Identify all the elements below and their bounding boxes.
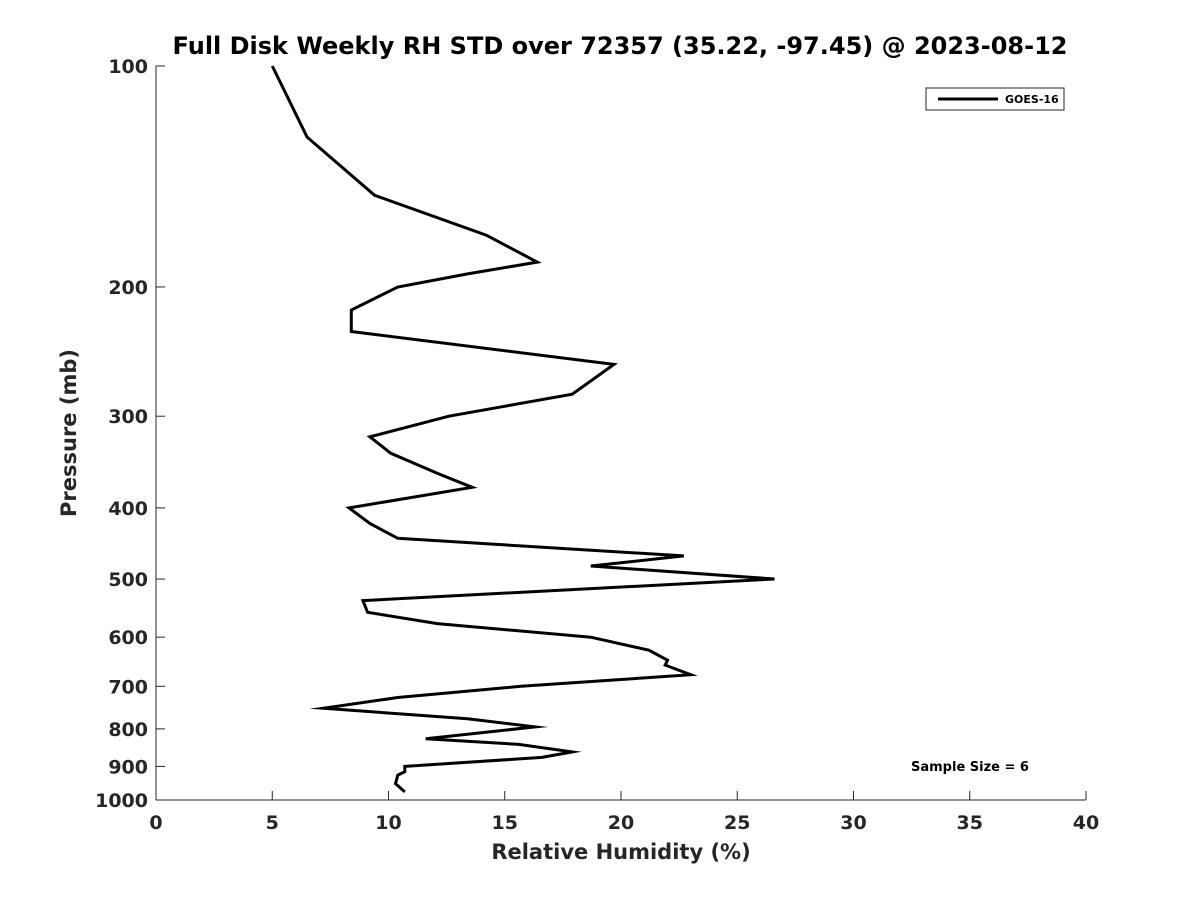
y-ticks: 100 200 300 400 500 600 700 800 900 1000	[95, 56, 165, 812]
x-axis-label: Relative Humidity (%)	[491, 840, 750, 864]
y-tick-label: 800	[108, 719, 148, 741]
x-tick-label: 10	[375, 812, 401, 834]
y-tick-label: 200	[108, 277, 148, 299]
x-tick-label: 25	[724, 812, 750, 834]
y-tick-label: 500	[108, 569, 148, 591]
y-tick-label: 600	[108, 627, 148, 649]
y-tick-label: 700	[108, 676, 148, 698]
y-tick-label: 400	[108, 498, 148, 520]
x-tick-label: 20	[608, 812, 634, 834]
series-line-goes-16	[270, 65, 775, 794]
x-tick-label: 5	[266, 812, 279, 834]
legend-label-goes-16: GOES-16	[1005, 93, 1059, 106]
x-ticks: 0 5 10 15 20 25 30 35 40	[149, 791, 1099, 834]
y-tick-label: 900	[108, 756, 148, 778]
x-tick-label: 40	[1073, 812, 1099, 834]
legend: GOES-16	[925, 87, 1065, 111]
x-tick-label: 0	[149, 812, 162, 834]
y-tick-label: 1000	[95, 790, 148, 812]
series-layer	[270, 65, 775, 794]
x-tick-label: 30	[840, 812, 866, 834]
y-axis-label: Pressure (mb)	[57, 349, 81, 517]
y-tick-label: 300	[108, 406, 148, 428]
x-tick-label: 35	[957, 812, 983, 834]
x-tick-label: 15	[492, 812, 518, 834]
sample-size-annotation: Sample Size = 6	[911, 760, 1029, 775]
y-tick-label: 100	[108, 56, 148, 78]
chart-title: Full Disk Weekly RH STD over 72357 (35.2…	[173, 32, 1068, 60]
